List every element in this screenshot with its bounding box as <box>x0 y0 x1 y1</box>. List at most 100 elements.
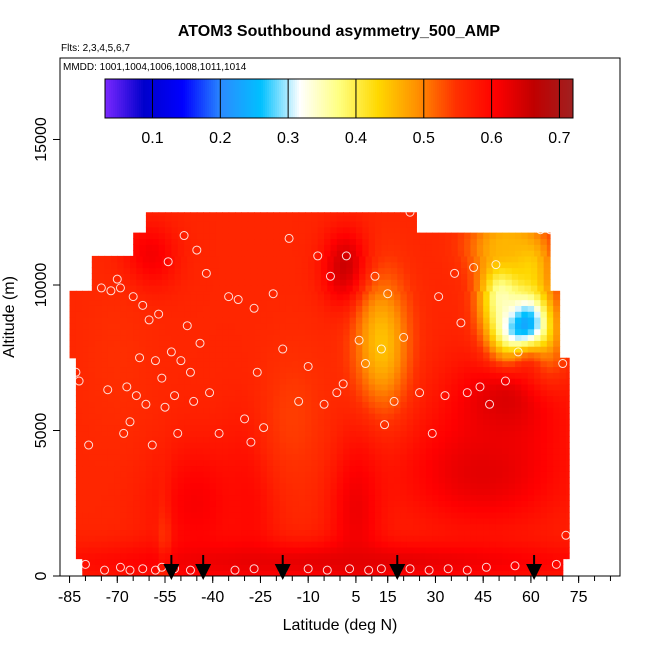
heatmap-cell <box>349 378 357 385</box>
heatmap-cell <box>368 570 376 576</box>
heatmap-cell <box>152 407 160 414</box>
heatmap-cell <box>527 471 535 478</box>
heatmap-cell <box>311 471 319 478</box>
heatmap-cell <box>546 430 554 437</box>
heatmap-cell <box>324 328 332 336</box>
heatmap-cell <box>101 322 109 330</box>
heatmap-cell <box>298 488 306 496</box>
heatmap-cell <box>502 351 510 359</box>
heatmap-cell <box>400 360 408 368</box>
heatmap-cell <box>355 232 363 240</box>
heatmap-cell <box>445 447 452 455</box>
heatmap-cell <box>139 250 147 257</box>
heatmap-cell <box>336 360 344 368</box>
heatmap-cell <box>425 293 433 301</box>
heatmap-cell <box>238 261 246 269</box>
colorbar-segment <box>291 79 294 118</box>
heatmap-cell <box>515 558 522 565</box>
heatmap-cell <box>438 558 446 565</box>
heatmap-cell <box>88 517 96 525</box>
heatmap-cell <box>311 357 319 362</box>
heatmap-cell <box>540 389 548 397</box>
heatmap-cell <box>406 488 414 496</box>
heatmap-cell <box>365 273 373 280</box>
heatmap-cell <box>101 500 109 507</box>
heatmap-cell <box>305 232 312 240</box>
heatmap-cell <box>565 430 570 437</box>
heatmap-cell <box>285 317 293 324</box>
heatmap-cell <box>241 378 249 385</box>
heatmap-cell <box>425 407 433 414</box>
heatmap-cell <box>292 523 300 531</box>
sample-point <box>240 414 250 424</box>
heatmap-cell <box>406 328 414 336</box>
heatmap-cell <box>235 360 242 368</box>
heatmap-cell <box>540 360 548 368</box>
heatmap-cell <box>508 372 516 379</box>
heatmap-cell <box>508 465 516 472</box>
heatmap-cell <box>336 523 344 531</box>
heatmap-cell <box>298 453 306 461</box>
heatmap-cell <box>451 436 459 443</box>
heatmap-cell <box>336 447 344 455</box>
heatmap-cell <box>565 395 570 402</box>
heatmap-cell <box>352 255 360 263</box>
heatmap-cell <box>235 372 242 379</box>
heatmap-cell <box>381 552 389 560</box>
heatmap-cell <box>394 535 402 542</box>
heatmap-cell <box>279 546 287 554</box>
heatmap-cell <box>349 558 357 565</box>
heatmap-cell <box>314 267 322 274</box>
heatmap-cell <box>266 226 274 234</box>
heatmap-cell <box>215 366 223 373</box>
heatmap-cell <box>448 284 456 292</box>
heatmap-cell <box>387 453 395 461</box>
heatmap-cell <box>387 215 395 222</box>
heatmap-cell <box>231 273 239 280</box>
heatmap-cell <box>136 279 144 286</box>
heatmap-cell <box>508 357 516 362</box>
heatmap-cell <box>184 215 192 222</box>
heatmap-cell <box>502 395 510 402</box>
heatmap-cell <box>540 290 548 295</box>
heatmap-cell <box>324 413 332 420</box>
heatmap-cell <box>152 351 160 359</box>
heatmap-cell <box>534 360 542 368</box>
heatmap-cell <box>419 523 427 531</box>
heatmap-cell <box>553 351 561 359</box>
heatmap-cell <box>381 418 389 426</box>
heatmap-cell <box>457 471 465 478</box>
colorbar-segment <box>153 79 156 118</box>
heatmap-cell <box>101 293 109 301</box>
heatmap-cell <box>241 471 249 478</box>
heatmap-cell <box>298 378 306 385</box>
heatmap-cell <box>289 267 297 274</box>
heatmap-cell <box>203 407 211 414</box>
heatmap-cell <box>435 267 443 274</box>
heatmap-cell <box>203 351 211 359</box>
heatmap-cell <box>254 453 262 461</box>
heatmap-cell <box>238 279 246 286</box>
heatmap-cell <box>483 290 491 295</box>
heatmap-cell <box>413 346 421 353</box>
heatmap-cell <box>371 267 379 274</box>
heatmap-cell <box>298 215 306 222</box>
heatmap-cell <box>400 442 408 449</box>
heatmap-cell <box>235 552 242 560</box>
heatmap-cell <box>266 494 274 501</box>
heatmap-cell <box>406 366 414 373</box>
heatmap-cell <box>521 305 529 312</box>
heatmap-cell <box>152 250 160 257</box>
heatmap-cell <box>406 395 414 402</box>
heatmap-cell <box>381 351 389 359</box>
heatmap-cell <box>336 506 344 513</box>
heatmap-cell <box>184 453 192 461</box>
colorbar-segment <box>211 79 214 118</box>
heatmap-cell <box>349 477 357 484</box>
heatmap-cell <box>266 523 274 531</box>
colorbar-segment <box>297 79 300 118</box>
heatmap-cell <box>413 299 421 306</box>
heatmap-cell <box>320 284 328 292</box>
heatmap-cell <box>145 407 153 414</box>
heatmap-cell <box>241 346 249 353</box>
